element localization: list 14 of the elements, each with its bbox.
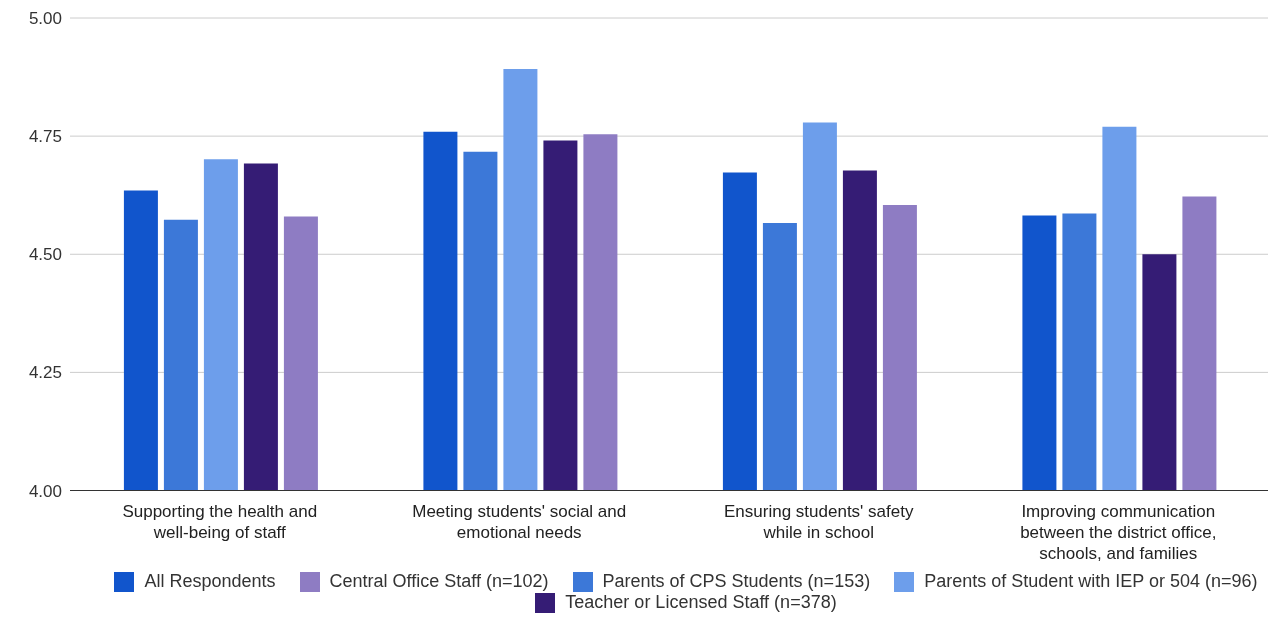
legend-label: Parents of Student with IEP or 504 (n=96) <box>924 570 1258 591</box>
y-tick-label: 4.75 <box>28 127 62 147</box>
x-tick-label: Ensuring students' safety while in school <box>724 501 914 542</box>
x-tick-label: Supporting the health and well-being of staff <box>122 501 318 542</box>
y-tick-label: 4.25 <box>28 363 62 383</box>
legend-label: All Respondents <box>144 570 276 591</box>
x-tick-label: Meeting students' social and emotional needs <box>412 501 627 542</box>
legend-label: Parents of CPS Students (n=153) <box>602 570 871 591</box>
legend-label: Teacher or Licensed Staff (n=378) <box>565 591 837 612</box>
y-tick-label: 4.00 <box>28 481 62 501</box>
x-tick-label: Improving communication between the district office, schools, and families <box>1020 501 1217 563</box>
legend-label: Central Office Staff (n=102) <box>329 570 549 591</box>
y-tick-label: 5.00 <box>28 9 62 29</box>
y-tick-label: 4.50 <box>28 245 62 265</box>
